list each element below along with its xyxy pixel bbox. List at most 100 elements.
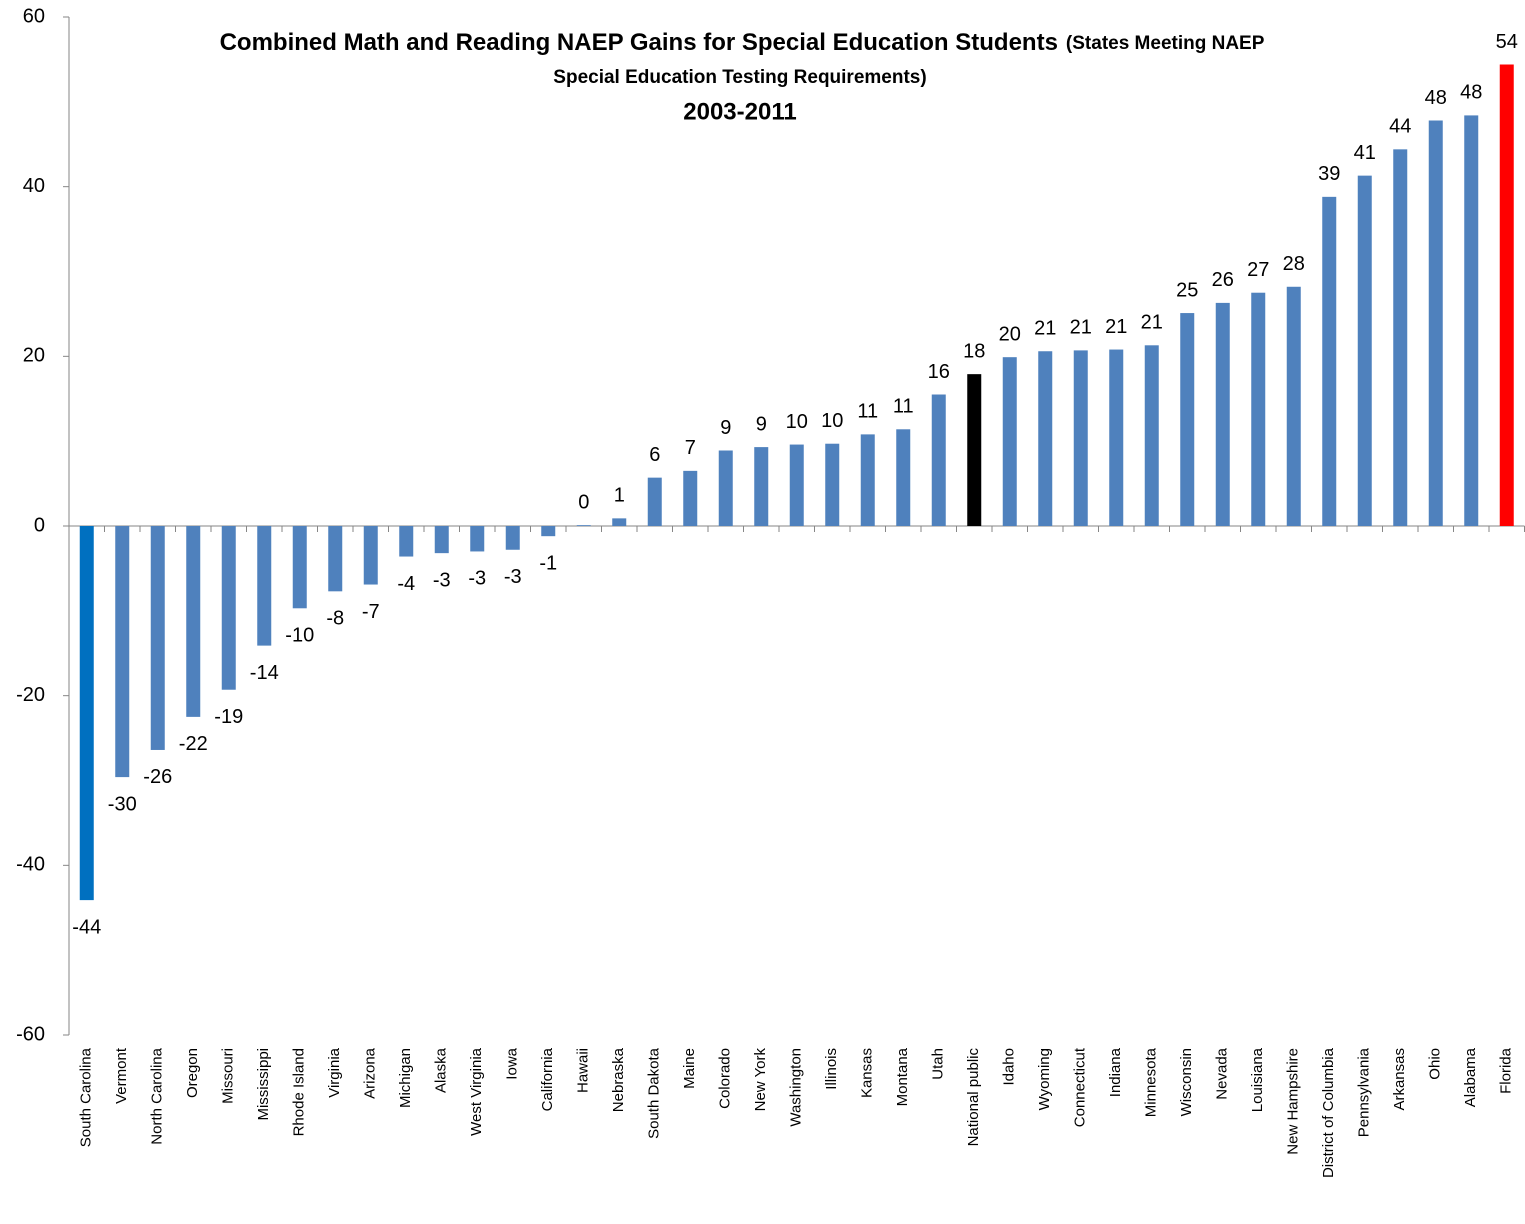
value-label: -3 (468, 568, 486, 590)
value-label: 44 (1389, 116, 1411, 138)
value-label: 16 (928, 361, 950, 383)
bar (967, 374, 982, 526)
value-label: 11 (893, 396, 914, 418)
bar (754, 447, 769, 526)
x-tick-label: Arizona (362, 1047, 379, 1099)
bar (1073, 350, 1088, 526)
x-tick-label: Missouri (220, 1048, 237, 1104)
x-tick-label: Montana (894, 1047, 911, 1106)
x-tick-label: Vermont (113, 1047, 130, 1104)
value-label: 18 (963, 340, 985, 362)
bar (292, 526, 307, 609)
value-label: 9 (756, 413, 767, 435)
bar (1322, 196, 1337, 526)
bar (1215, 302, 1230, 526)
bar (470, 526, 485, 552)
value-label: 20 (999, 323, 1021, 345)
value-label: -10 (285, 625, 314, 647)
bar (1109, 349, 1124, 526)
x-tick-label: Nevada (1214, 1047, 1231, 1099)
value-label: -8 (326, 608, 344, 630)
x-tick-label: Ohio (1427, 1048, 1444, 1080)
x-tick-label: North Carolina (149, 1047, 166, 1144)
bar (683, 470, 698, 526)
value-label: 10 (821, 410, 843, 432)
bar (1464, 115, 1479, 526)
bar (186, 526, 201, 717)
bar (576, 525, 591, 526)
bar (1002, 357, 1017, 526)
x-tick-label: Connecticut (1072, 1047, 1089, 1127)
value-label: 1 (614, 485, 625, 507)
value-label: -22 (179, 733, 208, 755)
x-tick-label: Colorado (717, 1048, 734, 1109)
x-tick-label: Pennsylvania (1356, 1047, 1373, 1137)
bar (789, 444, 804, 526)
bar (1286, 286, 1301, 526)
x-tick-label: Oregon (184, 1048, 201, 1098)
value-label: 26 (1212, 269, 1234, 291)
x-tick-label: Alaska (433, 1047, 450, 1093)
bar (860, 434, 875, 526)
x-tick-label: West Virginia (468, 1047, 485, 1135)
value-label: -19 (214, 706, 243, 728)
x-tick-label: Arkansas (1391, 1048, 1408, 1111)
bar (434, 526, 449, 554)
value-label: 11 (857, 401, 878, 423)
x-tick-label: Idaho (1001, 1048, 1018, 1086)
x-tick-label: Iowa (504, 1047, 521, 1079)
value-label: 0 (578, 491, 589, 513)
bar (1251, 292, 1266, 526)
chart-subtitle: Special Education Testing Requirements) (553, 67, 926, 88)
y-tick-label: 60 (23, 5, 45, 27)
x-tick-label: Minnesota (1143, 1047, 1160, 1117)
bar (896, 429, 911, 526)
x-tick-label: Illinois (823, 1048, 840, 1090)
x-tick-label: Washington (788, 1048, 805, 1127)
x-tick-label: Florida (1498, 1047, 1515, 1094)
chart-title-line: Combined Math and Reading NAEP Gains for… (220, 29, 1265, 56)
value-label: 10 (786, 411, 808, 433)
value-label: 48 (1425, 87, 1447, 109)
bar (825, 443, 840, 526)
chart-subtitle: (States Meeting NAEP (1066, 33, 1265, 54)
x-tick-label: Wyoming (1036, 1048, 1053, 1110)
x-tick-label: Hawaii (575, 1048, 592, 1093)
x-tick-label: South Dakota (646, 1047, 663, 1139)
x-tick-label: Indiana (1107, 1047, 1124, 1097)
bar (399, 526, 414, 557)
bar (363, 526, 378, 585)
value-label: -44 (72, 916, 101, 938)
value-label: 25 (1176, 279, 1198, 301)
y-tick-label: -20 (16, 684, 45, 706)
x-tick-label: New York (752, 1048, 769, 1112)
bar (1038, 351, 1053, 526)
value-label: 27 (1247, 259, 1269, 281)
value-label: 41 (1354, 142, 1376, 164)
x-tick-label: South Carolina (78, 1047, 95, 1147)
value-label: -14 (250, 662, 279, 684)
bar (328, 526, 343, 592)
value-label: 21 (1034, 318, 1056, 340)
chart-period: 2003-2011 (683, 98, 796, 125)
bar (612, 518, 627, 526)
x-tick-label: Utah (930, 1048, 947, 1080)
bar (541, 526, 556, 537)
x-tick-label: Louisiana (1249, 1047, 1266, 1112)
value-label: -1 (539, 552, 557, 574)
x-tick-label: New Hampshire (1285, 1048, 1302, 1155)
x-tick-label: Rhode Island (291, 1048, 308, 1136)
bar (1428, 120, 1443, 526)
chart-title: Combined Math and Reading NAEP Gains for… (220, 29, 1058, 56)
bar (150, 526, 165, 750)
bar (931, 394, 946, 526)
x-tick-label: Virginia (326, 1047, 343, 1097)
value-label: -30 (108, 793, 137, 815)
bar (505, 526, 520, 550)
y-tick-label: 20 (23, 345, 45, 367)
bar (257, 526, 272, 646)
value-label: 21 (1070, 317, 1092, 339)
bar (115, 526, 130, 778)
value-label: 21 (1141, 312, 1163, 334)
value-label: 54 (1496, 31, 1518, 53)
